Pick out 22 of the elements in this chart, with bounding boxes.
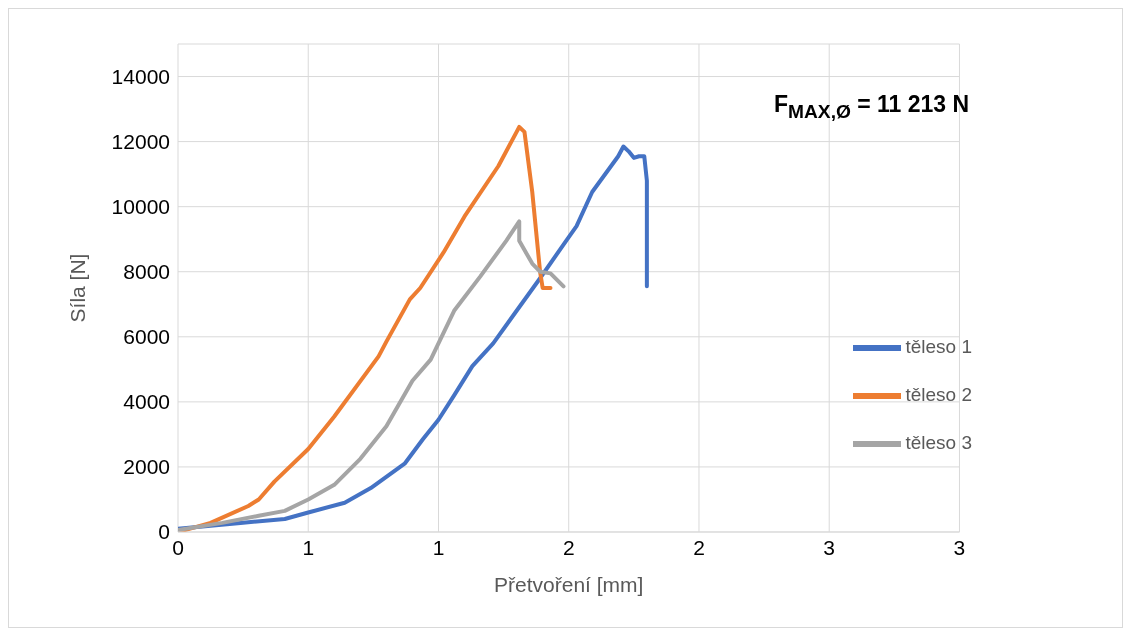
y-tick-label: 8000	[123, 260, 170, 284]
x-tick-label: 1	[432, 535, 445, 559]
x-tick-label: 2	[562, 535, 575, 559]
y-axis-title: Síla [N]	[66, 253, 90, 323]
legend-label: těleso 1	[905, 336, 972, 358]
legend-label: těleso 2	[905, 384, 972, 406]
x-axis-title: Přetvoření [mm]	[494, 573, 644, 596]
y-tick-label: 0	[158, 520, 170, 544]
x-tick-label: 3	[953, 535, 966, 559]
x-tick-label: 2	[693, 535, 705, 559]
y-tick-label: 10000	[111, 195, 170, 219]
line-series	[178, 144, 649, 531]
annotation: F$_{MAX,Ø}$ = 11 213 N	[774, 91, 970, 123]
y-tick-label: 6000	[123, 325, 170, 349]
legend-label: těleso 3	[905, 432, 972, 454]
x-tick-label: 1	[302, 535, 315, 559]
x-tick-label: 3	[823, 535, 836, 559]
y-tick-label: 4000	[123, 390, 170, 414]
y-tick-label: 2000	[123, 455, 170, 479]
y-tick-label: 12000	[111, 130, 170, 154]
line-series	[178, 219, 566, 532]
y-tick-label: 14000	[111, 64, 170, 88]
